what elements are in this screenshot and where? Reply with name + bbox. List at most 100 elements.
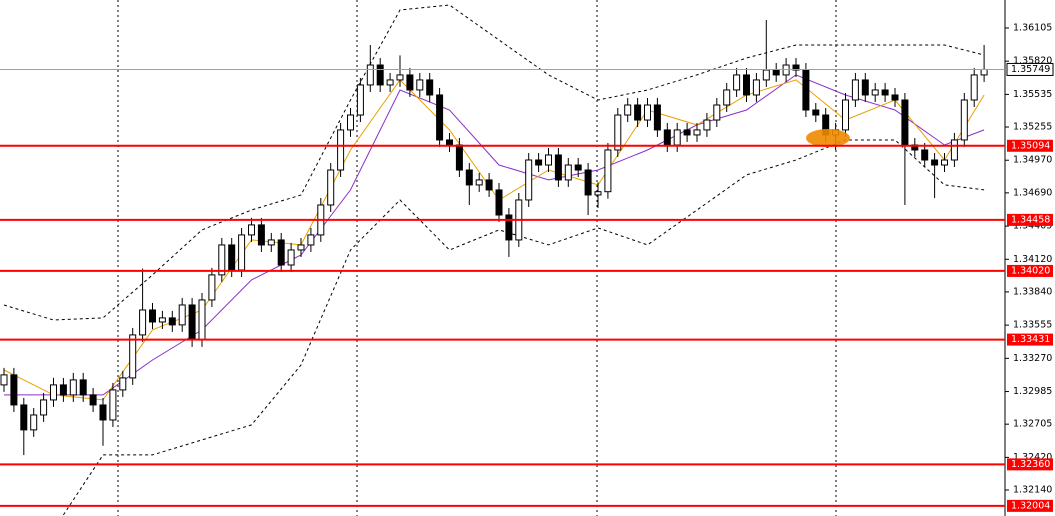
candle-body (356, 84, 364, 116)
indicator-line (4, 74, 985, 396)
candle-body (891, 94, 899, 101)
level-box (1007, 139, 1053, 152)
candle-body (99, 404, 107, 421)
y-tick-label: 1.34405 (1013, 221, 1052, 232)
level-label: 1.33431 (1011, 334, 1050, 345)
candle-body (941, 159, 948, 166)
level-box (1007, 333, 1053, 346)
candle-body (812, 109, 820, 116)
candle-body (149, 309, 156, 323)
candle-body (455, 144, 463, 171)
y-tick-label: 1.34120 (1013, 254, 1052, 265)
candle-body (69, 379, 77, 396)
candle-body (257, 224, 265, 246)
candle-body (416, 79, 424, 91)
candle-body (208, 274, 216, 301)
y-tick-label: 1.32705 (1013, 419, 1052, 430)
candle-body (198, 299, 206, 341)
candle-body (406, 74, 414, 91)
last-price-label: 1.35749 (1011, 64, 1050, 75)
y-tick-label: 1.32985 (1013, 386, 1052, 397)
candle-body (10, 374, 18, 406)
candle-body (218, 244, 226, 276)
y-tick-label: 1.34690 (1013, 187, 1052, 198)
candle-body (851, 79, 859, 101)
candle-body (475, 179, 483, 186)
candle-body (802, 69, 810, 111)
candle-body (0, 374, 8, 386)
level-label: 1.34020 (1011, 265, 1050, 276)
indicator-line (62, 139, 985, 516)
candle-body (683, 129, 691, 136)
candle-body (842, 99, 849, 131)
candle-body (248, 224, 255, 236)
candle-body (376, 64, 384, 86)
candle-body (40, 399, 48, 416)
candle-body (713, 104, 721, 121)
candle-body (792, 64, 800, 71)
candle-body (901, 99, 909, 146)
candle-body (772, 69, 780, 76)
candle-body (782, 64, 790, 76)
candle-body (139, 309, 147, 336)
candle-body (663, 129, 671, 146)
candle-body (980, 68, 988, 76)
candle-body (584, 169, 592, 196)
candle-body (277, 239, 285, 266)
candle-body (366, 64, 374, 86)
candle-body (168, 317, 176, 326)
y-tick-label: 1.35255 (1013, 122, 1052, 133)
candle-body (89, 394, 97, 406)
candle-body (396, 74, 404, 81)
y-tick-label: 1.36105 (1013, 22, 1052, 33)
candle-body (970, 74, 978, 101)
candle-body (535, 159, 543, 166)
candle-body (723, 89, 731, 106)
candle-body (178, 304, 186, 326)
y-tick-label: 1.33840 (1013, 286, 1052, 297)
candle-body (644, 104, 651, 121)
candle-body (228, 244, 236, 271)
candle-body (386, 79, 394, 86)
candle-body (505, 214, 513, 241)
candle-body (861, 79, 869, 96)
candle-body (327, 169, 335, 206)
candle-body (604, 149, 612, 193)
candle-body (30, 414, 38, 431)
candle-body (743, 74, 750, 96)
candle-body (79, 379, 87, 396)
y-tick-label: 1.35535 (1013, 89, 1052, 100)
y-tick-label: 1.34970 (1013, 155, 1052, 166)
candle-body (921, 149, 929, 161)
candle-body (495, 189, 503, 216)
candle-body (267, 239, 275, 246)
candle-body (337, 129, 345, 171)
y-tick-label: 1.32420 (1013, 452, 1052, 463)
highlight (806, 129, 850, 147)
candle-body (931, 159, 939, 166)
candle-body (693, 129, 701, 136)
candle-body (426, 79, 434, 96)
candle-body (673, 129, 681, 146)
candle-body (347, 114, 354, 131)
plot-area (0, 0, 988, 516)
candle-body (50, 384, 57, 401)
candle-body (485, 179, 493, 191)
candle-body (446, 139, 453, 146)
candle-body (129, 334, 137, 379)
level-box (1007, 264, 1053, 277)
level-label: 1.35094 (1011, 140, 1050, 151)
candle-body (20, 404, 28, 431)
candle-body (614, 114, 622, 151)
level-label: 1.34458 (1011, 214, 1050, 225)
candle-body (703, 119, 711, 131)
candle-body (436, 94, 444, 141)
candle-body (297, 244, 305, 251)
candle-body (109, 389, 117, 421)
level-box (1007, 499, 1053, 512)
y-tick-label: 1.33555 (1013, 320, 1052, 331)
level-box (1007, 458, 1053, 471)
level-label: 1.32004 (1011, 500, 1050, 511)
